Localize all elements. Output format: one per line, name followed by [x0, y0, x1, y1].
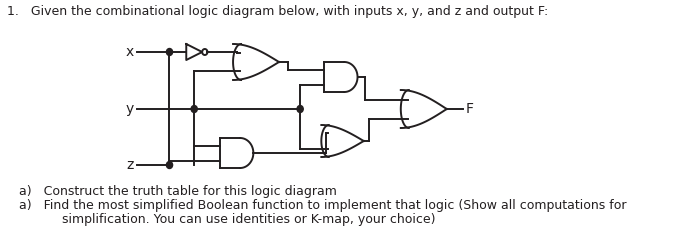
Text: x: x	[126, 45, 134, 59]
Text: a)   Construct the truth table for this logic diagram: a) Construct the truth table for this lo…	[20, 185, 337, 198]
Circle shape	[297, 105, 303, 113]
Text: 1.   Given the combinational logic diagram below, with inputs x, y, and z and ou: 1. Given the combinational logic diagram…	[7, 5, 548, 18]
Text: y: y	[126, 102, 134, 116]
Circle shape	[167, 49, 173, 55]
Circle shape	[191, 105, 197, 113]
Text: a)   Find the most simplified Boolean function to implement that logic (Show all: a) Find the most simplified Boolean func…	[20, 199, 627, 212]
Text: z: z	[127, 158, 134, 172]
Text: F: F	[466, 102, 474, 116]
Text: simplification. You can use identities or K-map, your choice): simplification. You can use identities o…	[34, 213, 435, 226]
Circle shape	[167, 161, 173, 169]
